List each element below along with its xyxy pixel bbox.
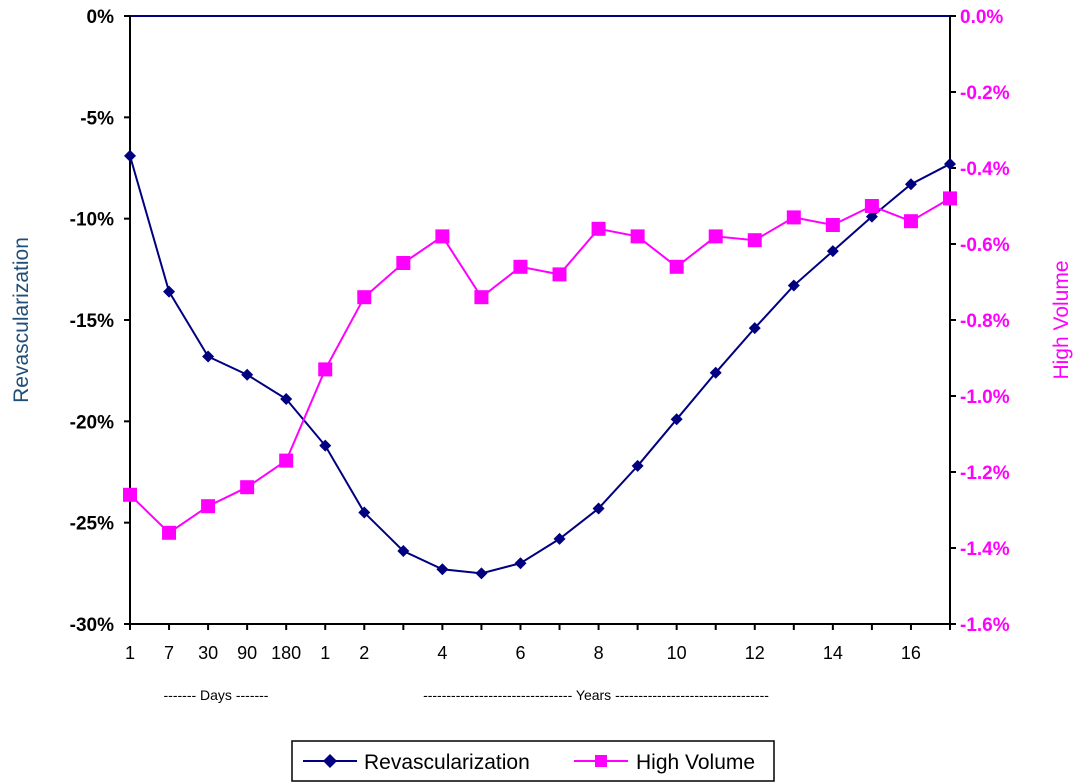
legend-item-revascularization: Revascularization xyxy=(303,751,530,774)
data-point-revascularization xyxy=(358,506,371,519)
x-axis-ticks: 1 7 30 90 180 1 2 4 6 8 10 12 14 16 xyxy=(125,624,951,663)
right-tick-label: -0.4% xyxy=(960,159,1010,180)
right-tick-label: 0.0% xyxy=(960,7,1003,28)
data-point-revascularization xyxy=(709,366,722,379)
data-point-revascularization xyxy=(319,439,332,452)
right-tick-label: -1.0% xyxy=(960,387,1010,408)
data-point-revascularization xyxy=(241,368,254,381)
legend: Revascularization High Volume xyxy=(291,740,775,782)
series-line-high-volume xyxy=(129,197,951,535)
x-tick-label: 90 xyxy=(237,643,257,663)
data-point-revascularization xyxy=(631,459,644,472)
legend-item-high-volume: High Volume xyxy=(574,751,755,774)
data-point-revascularization xyxy=(865,210,878,223)
data-point-revascularization xyxy=(787,279,800,292)
data-point-revascularization xyxy=(124,149,136,162)
x-tick-label: 12 xyxy=(745,643,765,663)
x-tick-label: 10 xyxy=(667,643,687,663)
data-point-high-volume xyxy=(123,487,137,502)
x-tick-label: 7 xyxy=(164,643,174,663)
right-tick-label: -1.2% xyxy=(960,463,1010,484)
x-tick-label: 6 xyxy=(515,643,525,663)
data-point-high-volume xyxy=(162,525,177,540)
data-point-high-volume xyxy=(943,191,957,206)
data-point-high-volume xyxy=(357,290,372,305)
right-axis-title: High Volume xyxy=(1050,260,1073,379)
period-label-days: ------- Days ------- xyxy=(164,687,269,703)
data-point-high-volume xyxy=(318,362,333,377)
x-tick-label: 16 xyxy=(901,643,921,663)
data-point-high-volume xyxy=(708,229,723,244)
data-point-revascularization xyxy=(397,545,410,558)
legend-box xyxy=(291,740,775,782)
data-point-revascularization xyxy=(553,532,566,545)
left-tick-label: -15% xyxy=(70,311,114,332)
data-point-high-volume xyxy=(201,499,216,514)
data-point-revascularization xyxy=(475,567,488,580)
data-point-revascularization xyxy=(514,557,527,570)
data-point-high-volume xyxy=(240,480,255,495)
right-tick-label: -0.6% xyxy=(960,235,1010,256)
data-point-high-volume xyxy=(825,218,840,232)
data-point-high-volume xyxy=(474,290,489,305)
x-tick-label: 14 xyxy=(823,643,843,663)
x-tick-label: 1 xyxy=(125,643,135,663)
right-tick-label: -1.6% xyxy=(960,615,1010,636)
data-point-revascularization xyxy=(280,393,293,406)
x-tick-label: 30 xyxy=(198,643,218,663)
legend-marker-revascularization xyxy=(323,754,337,768)
data-point-high-volume xyxy=(396,256,411,270)
left-tick-label: -20% xyxy=(70,412,114,433)
left-tick-label: -25% xyxy=(70,514,114,535)
left-tick-label: -10% xyxy=(70,210,114,231)
series-layer xyxy=(123,149,957,580)
data-point-high-volume xyxy=(669,259,684,274)
data-point-high-volume xyxy=(435,229,450,244)
legend-marker-high-volume xyxy=(595,755,607,767)
data-point-revascularization xyxy=(826,245,839,258)
right-tick-label: -0.2% xyxy=(960,83,1010,104)
x-tick-label: 2 xyxy=(359,643,369,663)
data-point-high-volume xyxy=(513,259,528,274)
plot-area xyxy=(129,15,951,625)
data-point-high-volume xyxy=(279,453,294,468)
data-point-high-volume xyxy=(747,233,762,248)
data-point-high-volume xyxy=(903,214,918,229)
data-point-revascularization xyxy=(904,178,917,191)
right-tick-label: -0.8% xyxy=(960,311,1010,332)
left-tick-label: 0% xyxy=(87,7,115,28)
left-axis-ticks: 0% -5% -10% -15% -20% -25% -30% xyxy=(70,7,130,636)
x-tick-label: 180 xyxy=(271,643,301,663)
data-point-revascularization xyxy=(436,563,449,576)
left-tick-label: -5% xyxy=(80,108,114,129)
left-axis-title: Revascularization xyxy=(10,237,33,403)
data-point-revascularization xyxy=(748,322,761,335)
x-tick-label: 1 xyxy=(320,643,330,663)
x-tick-label: 4 xyxy=(437,643,447,663)
x-tick-label: 8 xyxy=(594,643,604,663)
data-point-revascularization xyxy=(944,157,956,170)
legend-label-revascularization: Revascularization xyxy=(364,751,530,774)
data-point-revascularization xyxy=(163,285,176,298)
period-label-years: -------------------------------- Years -… xyxy=(423,687,769,703)
series-line-revascularization xyxy=(129,155,951,575)
data-point-high-volume xyxy=(630,229,645,244)
data-point-high-volume xyxy=(552,267,567,282)
data-point-high-volume xyxy=(786,210,801,225)
data-point-high-volume xyxy=(591,221,606,236)
data-point-revascularization xyxy=(202,350,215,363)
left-tick-label: -30% xyxy=(70,615,114,636)
right-axis-ticks: 0.0% -0.2% -0.4% -0.6% -0.8% -1.0% -1.2% -1.4% -… xyxy=(950,7,1010,636)
data-point-revascularization xyxy=(592,502,605,515)
legend-label-high-volume: High Volume xyxy=(636,751,755,774)
right-tick-label: -1.4% xyxy=(960,539,1010,560)
data-point-revascularization xyxy=(670,413,683,426)
data-point-high-volume xyxy=(864,199,879,213)
